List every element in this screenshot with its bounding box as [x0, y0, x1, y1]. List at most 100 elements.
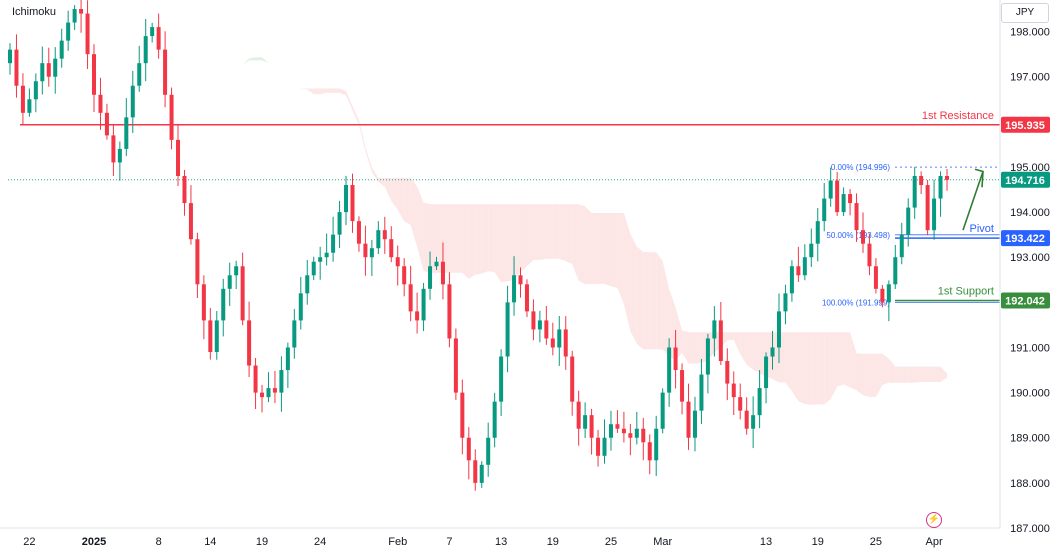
candle-body	[318, 257, 323, 262]
candle-body	[751, 415, 756, 429]
cloud-segment	[262, 57, 269, 63]
candle	[705, 333, 710, 394]
candle-body	[428, 266, 433, 289]
candle	[854, 193, 859, 242]
cloud-segment	[727, 332, 734, 341]
candle-body	[324, 252, 329, 258]
candle	[92, 44, 97, 113]
cloud-segment	[339, 88, 347, 96]
candle-body	[531, 311, 536, 330]
y-tick-label: 195.000	[1010, 162, 1050, 174]
candle-body	[692, 410, 697, 438]
candle-body	[764, 356, 769, 389]
candle-body	[912, 176, 917, 208]
candle-body	[576, 401, 581, 429]
x-tick-label: Apr	[926, 536, 943, 548]
candle	[602, 419, 607, 464]
cloud-segment	[417, 186, 424, 272]
candle	[492, 392, 497, 448]
cloud-segment	[623, 212, 631, 332]
candle	[537, 310, 542, 343]
candle	[72, 5, 77, 30]
candle	[324, 233, 329, 266]
resistance-tag	[1001, 116, 1050, 133]
candle-body	[705, 338, 710, 375]
cloud-segment	[333, 88, 340, 93]
cloud-segment	[378, 177, 385, 187]
candle-body	[570, 356, 575, 402]
cloud-segment	[785, 332, 792, 392]
candle	[524, 279, 529, 318]
cloud-segment	[888, 358, 896, 383]
candle	[667, 338, 672, 407]
indicator-label[interactable]: Ichimoku	[12, 6, 57, 18]
candle-body	[344, 185, 349, 213]
cloud-segment	[669, 289, 676, 361]
candle	[925, 180, 930, 236]
candle	[848, 189, 853, 216]
cloud-segment	[300, 88, 308, 90]
fib-label: 50.00% (193.498)	[826, 231, 890, 240]
cloud-segment	[313, 88, 321, 95]
cloud-segment	[914, 366, 922, 383]
candle-body	[421, 288, 426, 321]
candle	[944, 168, 950, 191]
cloud-segment	[507, 204, 515, 282]
candle-body	[731, 383, 736, 398]
candle	[240, 252, 245, 326]
candle	[350, 173, 355, 233]
candle-body	[583, 415, 588, 429]
candle-body	[660, 392, 665, 429]
candle-body	[363, 243, 368, 258]
candle	[234, 260, 239, 289]
x-tick-label: 8	[156, 536, 162, 548]
candle-body	[557, 329, 562, 348]
candle	[634, 411, 639, 445]
candle-body	[712, 320, 717, 339]
candle-body	[841, 194, 846, 213]
cloud-segment	[475, 204, 482, 275]
cloud-segment	[255, 57, 263, 61]
candle	[369, 239, 374, 276]
candle	[363, 225, 368, 276]
candle	[176, 124, 181, 186]
candle-body	[738, 397, 743, 411]
candle-body	[757, 388, 762, 416]
candle-body	[944, 176, 950, 180]
lightning-icon[interactable]: ⚡	[926, 512, 942, 528]
candle	[628, 423, 633, 456]
price-axis: 198.000197.000196.000195.000194.000193.0…	[999, 0, 1050, 535]
cloud-segment	[688, 332, 695, 364]
candle-body	[512, 275, 517, 303]
candle	[906, 198, 911, 247]
candle-body	[860, 230, 865, 244]
candle	[311, 256, 316, 281]
candle-body	[822, 198, 827, 222]
currency-selector[interactable]: JPY	[1001, 3, 1049, 23]
candle	[214, 310, 219, 360]
candle	[893, 244, 898, 289]
candle-body	[247, 320, 252, 366]
candle	[654, 415, 659, 476]
candle-body	[7, 49, 13, 64]
candle	[260, 384, 265, 413]
cloud-segment	[598, 212, 605, 284]
candle-body	[828, 180, 833, 199]
candle-body	[589, 415, 594, 438]
candle	[285, 342, 290, 388]
candle-body	[460, 392, 465, 438]
candle-body	[596, 437, 601, 456]
candle-body	[563, 329, 568, 357]
candle-body	[163, 49, 168, 95]
cloud-segment	[346, 91, 353, 111]
cloud-segment	[384, 177, 392, 201]
candle	[33, 73, 38, 113]
cloud-segment	[572, 204, 579, 281]
candle-body	[72, 9, 77, 23]
candle-body	[46, 63, 51, 77]
candle	[647, 434, 652, 475]
cloud-segment	[501, 204, 508, 283]
candle-body	[305, 275, 310, 294]
